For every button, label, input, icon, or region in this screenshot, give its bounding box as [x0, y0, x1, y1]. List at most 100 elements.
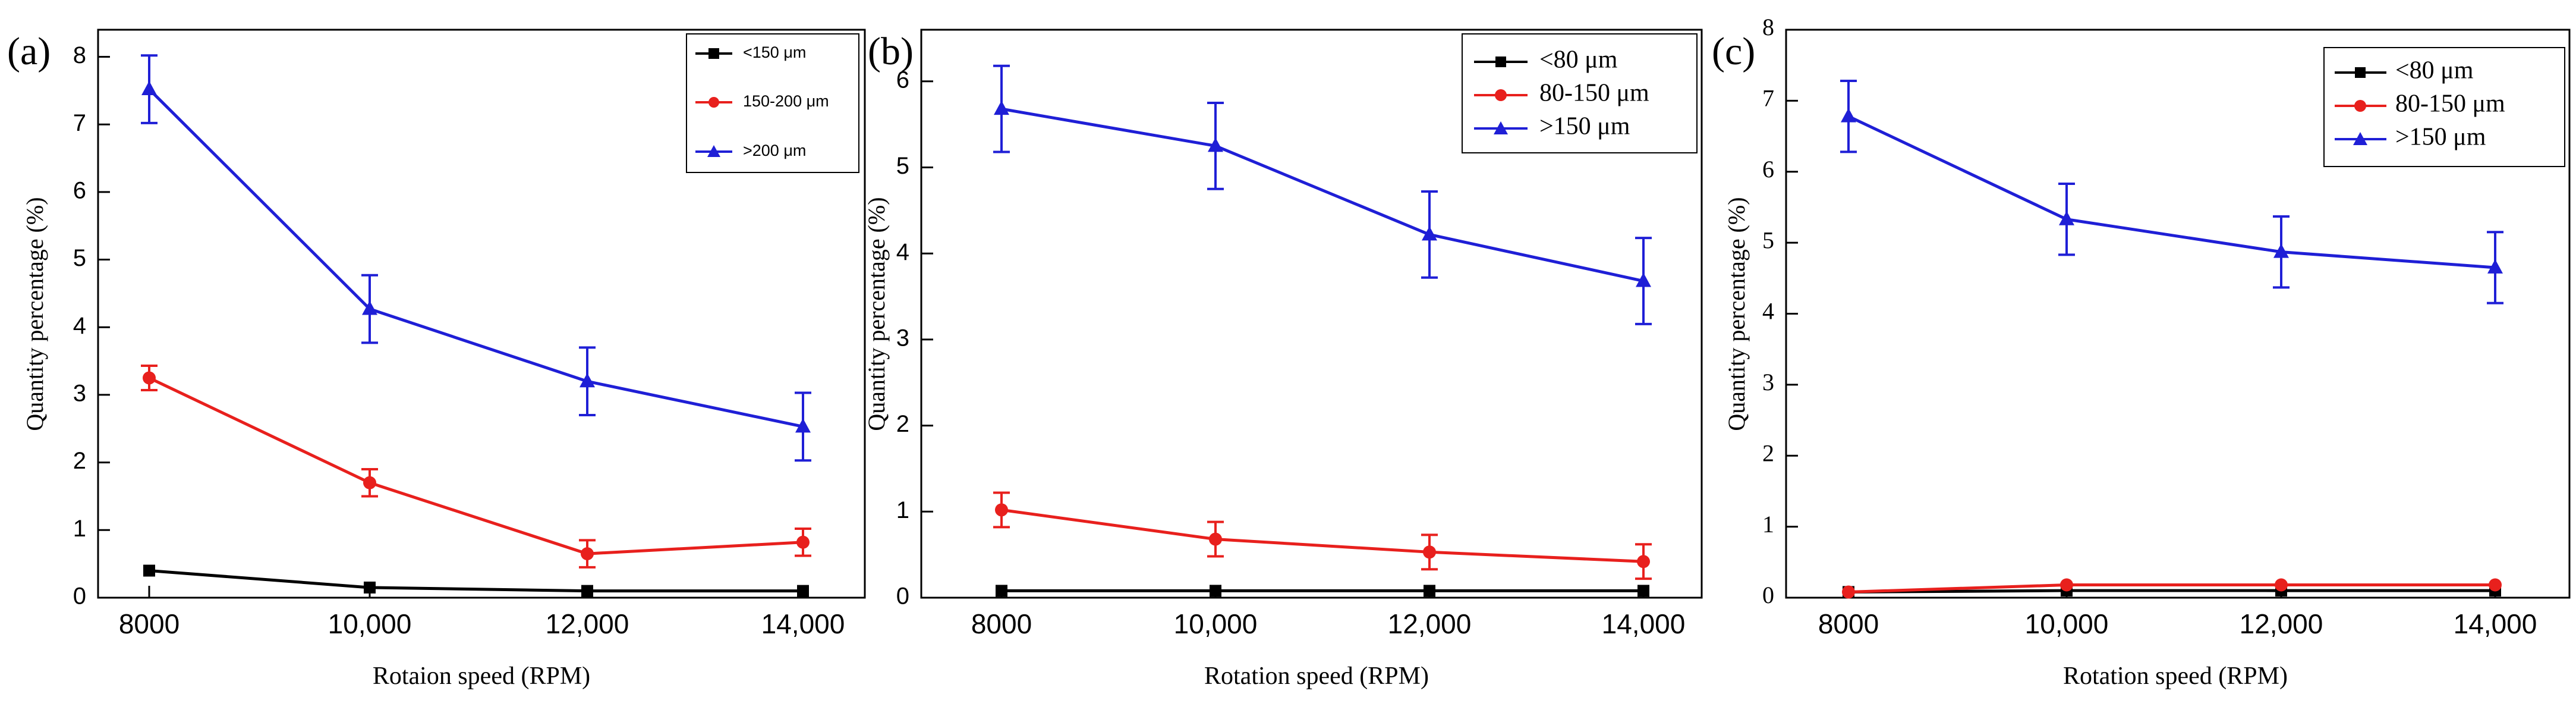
panel-b-series-1-point: [1210, 585, 1221, 597]
panel-b-xtick-label: 10,000: [1174, 608, 1258, 639]
panel-b-legend-marker-s1: [1495, 56, 1506, 67]
panel-c-ytick-label: 8: [1762, 14, 1774, 40]
panel-a-xtick-label: 12,000: [546, 608, 629, 639]
panel-b-legend-marker-s2: [1495, 89, 1507, 101]
panel-c-xtick-label: 14,000: [2454, 608, 2537, 639]
panel-b-series-2-point: [1209, 532, 1222, 546]
panel-a-ytick-label: 0: [73, 583, 86, 610]
panel-b-series-3-point: [994, 101, 1009, 115]
panel-a-ytick-label: 7: [73, 110, 86, 136]
panel-a-legend-marker-s1: [708, 48, 719, 59]
panel-c-ytick-label: 0: [1762, 582, 1774, 608]
panel-c-ytick-label: 1: [1762, 511, 1774, 538]
panel-b-xtick-label: 12,000: [1388, 608, 1472, 639]
panel-c-legend-label-s3: >150 μm: [2395, 124, 2486, 151]
panel-b-y-ticks: 0 1 2 3 4 5 6: [896, 67, 933, 610]
panel-a-series-1-point: [143, 564, 155, 577]
panel-a-series-2-point: [581, 547, 594, 561]
panel-a-series-3-point: [362, 300, 377, 315]
panel-a-series-2-point: [796, 535, 810, 549]
panel-b-ytick-label: 0: [896, 583, 909, 610]
panel-a: (a) 0 1 2 3 4 5 6 7 8 8000: [7, 29, 866, 690]
panel-a-legend-marker-s2: [708, 97, 719, 108]
panel-a-series-3-point: [580, 373, 595, 388]
panel-c-x-axis-title: Rotation speed (RPM): [2063, 663, 2288, 690]
panel-c-series-2-point: [2275, 578, 2288, 592]
panel-a-series-3-point: [795, 418, 811, 433]
panel-a-ytick-label: 5: [73, 245, 86, 271]
panel-a-xtick-label: 14,000: [761, 608, 845, 639]
panel-a-series-2-line: [148, 376, 804, 555]
panel-b-ytick-label: 1: [896, 497, 909, 523]
panel-c-series-3-line: [1847, 115, 2496, 269]
panel-c-legend-marker-s3: [2353, 132, 2367, 145]
panel-a-ytick-label: 1: [73, 516, 86, 542]
panel-b-ytick-label: 4: [896, 239, 909, 265]
panel-b-ytick-label: 6: [896, 67, 909, 93]
panel-a-legend-marker-s3: [707, 145, 720, 157]
panel-b-legend-label-s2: 80-150 μm: [1539, 80, 1649, 107]
panel-c-series-3-point: [1841, 108, 1856, 123]
panel-b-series-3-point: [1636, 272, 1651, 287]
panel-c-ytick-label: 6: [1762, 156, 1774, 183]
panel-b-series-2-point: [1423, 545, 1436, 559]
panel-b-y-axis-title: Quantity percentage (%): [863, 197, 890, 431]
panel-a-plot-frame: [97, 29, 866, 599]
panel-a-series: [141, 54, 811, 597]
panel-c-y-axis-title: Quantity percentage (%): [1723, 197, 1750, 431]
panel-a-ytick-label: 4: [73, 313, 86, 339]
panel-c-series-2-point: [2489, 578, 2502, 592]
panel-a-series-2-point: [143, 371, 156, 385]
panel-b-series-2-line: [1001, 508, 1644, 563]
panel-a-ytick-label: 6: [73, 177, 86, 203]
panel-c-ytick-label: 7: [1762, 85, 1774, 112]
panel-c-x-ticks: 8000 10,000 12,000 14,000: [1818, 586, 2537, 639]
panel-b-series-3-point: [1208, 137, 1223, 152]
panel-b-x-axis-title: Rotation speed (RPM): [1204, 663, 1429, 690]
panel-b-series-2-point: [1637, 555, 1650, 569]
panel-a-xtick-label: 10,000: [328, 608, 412, 639]
panel-a-y-ticks: 0 1 2 3 4 5 6 7 8: [73, 42, 110, 610]
panel-c-legend-marker-s2: [2354, 100, 2366, 112]
panel-a-x-axis-title: Rotaion speed (RPM): [373, 663, 590, 690]
panel-c-series-3-point: [2273, 243, 2289, 258]
panel-c-y-ticks: 0 1 2 3 4 5 6 7 8: [1762, 14, 1798, 608]
panel-c-series-3-point: [2487, 259, 2503, 274]
panel-a-series-1-point: [581, 585, 593, 597]
panel-b-series-2-point: [995, 503, 1008, 517]
panel-a-xtick-label: 8000: [119, 608, 179, 639]
panel-a-series-1-line: [149, 569, 803, 593]
panel-c-legend-marker-s1: [2355, 67, 2366, 78]
panel-a-series-3-point: [141, 81, 157, 96]
panel-c-legend-label-s1: <80 μm: [2395, 57, 2474, 84]
panel-c-ytick-label: 2: [1762, 439, 1774, 466]
panel-c-label: (c): [1712, 30, 1755, 73]
panel-b-series-1-point: [1637, 585, 1649, 597]
panel-b-xtick-label: 14,000: [1602, 608, 1686, 639]
panel-b-ytick-label: 5: [896, 153, 909, 179]
panel-a-series-1-point: [364, 581, 376, 594]
panel-a-ytick-label: 2: [73, 448, 86, 474]
panel-c-series-2-point: [1842, 585, 1855, 599]
panel-b-series-3-point: [1422, 226, 1437, 241]
panel-a-label: (a): [7, 30, 51, 73]
panel-b-series-1-point: [996, 585, 1007, 597]
panel-b-ytick-label: 2: [896, 411, 909, 437]
panel-c-series-2-line: [1848, 583, 2495, 594]
panel-c-xtick-label: 10,000: [2025, 608, 2109, 639]
panel-b-series-1-point: [1424, 585, 1435, 597]
panel-b-series: [993, 64, 1652, 597]
panel-c-ytick-label: 5: [1762, 227, 1774, 253]
panel-a-y-axis-title: Quantity percentage (%): [21, 197, 48, 431]
panel-c-series-1-line: [1848, 589, 2495, 594]
panel-a-series-2-point: [363, 476, 376, 489]
panel-a-ytick-label: 8: [73, 42, 86, 68]
panel-c-series-2-point: [2060, 578, 2073, 592]
panel-b-legend-marker-s3: [1494, 121, 1508, 134]
panel-c-xtick-label: 12,000: [2240, 608, 2323, 639]
panel-c-series-3-point: [2059, 211, 2074, 225]
panel-c: (c) 0 1 2 3 4 5 6 7 8 8000: [1712, 14, 2571, 690]
panel-b-series-3-line: [1001, 107, 1644, 282]
panel-b-plot-frame: [920, 29, 1703, 599]
